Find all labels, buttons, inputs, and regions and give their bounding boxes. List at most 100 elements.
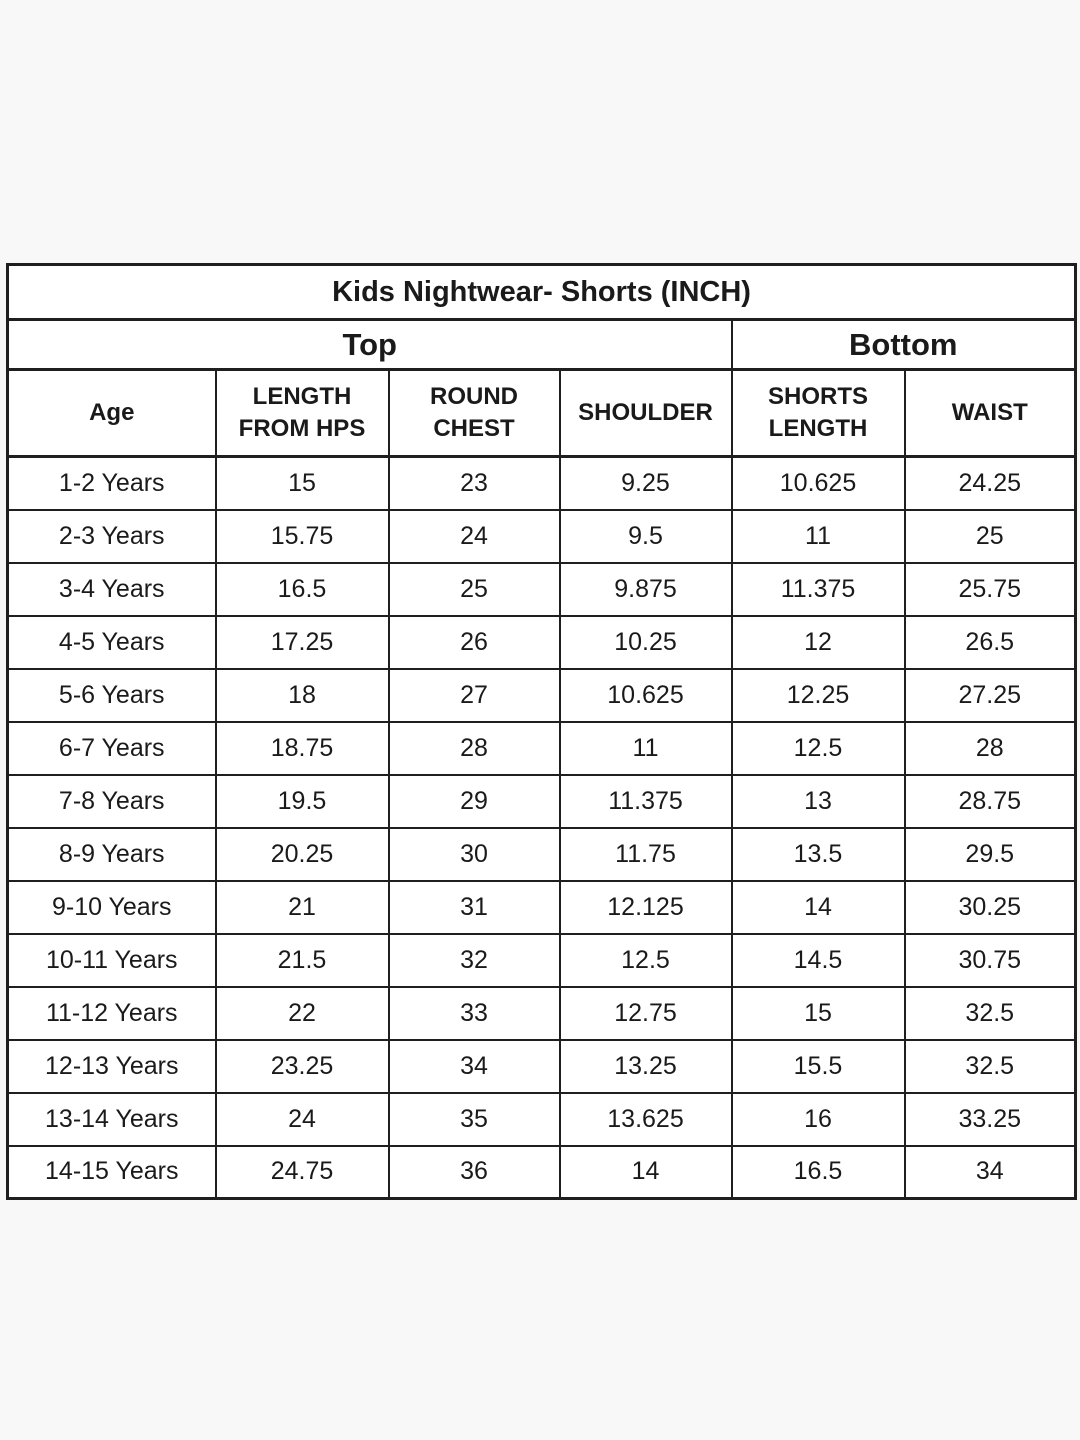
age-cell: 2-3 Years — [6, 508, 217, 564]
round-chest-cell: 34 — [387, 1038, 561, 1094]
round-chest-cell: 28 — [387, 720, 561, 776]
table-row: 8-9 Years 20.25 30 11.75 13.5 29.5 — [6, 826, 1077, 882]
shorts-length-cell: 11 — [730, 508, 906, 564]
age-cell: 5-6 Years — [6, 667, 217, 723]
length-from-hps-cell: 24.75 — [214, 1144, 390, 1200]
shoulder-cell: 10.25 — [558, 614, 733, 670]
column-header-length-from-hps: LENGTH FROM HPS — [214, 368, 390, 458]
length-from-hps-cell: 16.5 — [214, 561, 390, 617]
waist-cell: 33.25 — [903, 1091, 1077, 1147]
age-cell: 13-14 Years — [6, 1091, 217, 1147]
column-header-row: Age LENGTH FROM HPS ROUND CHEST SHOULDER… — [6, 368, 1077, 458]
shoulder-cell: 9.875 — [558, 561, 733, 617]
shoulder-cell: 11.375 — [558, 773, 733, 829]
round-chest-cell: 26 — [387, 614, 561, 670]
shoulder-cell: 12.75 — [558, 985, 733, 1041]
shoulder-cell: 10.625 — [558, 667, 733, 723]
waist-cell: 28.75 — [903, 773, 1077, 829]
table-row: 5-6 Years 18 27 10.625 12.25 27.25 — [6, 667, 1077, 723]
table-title: Kids Nightwear- Shorts (INCH) — [6, 263, 1077, 321]
section-header-row: Top Bottom — [6, 318, 1077, 371]
shoulder-cell: 11.75 — [558, 826, 733, 882]
age-cell: 14-15 Years — [6, 1144, 217, 1200]
size-chart-container: Kids Nightwear- Shorts (INCH) Top Bottom… — [6, 263, 1078, 1200]
age-cell: 8-9 Years — [6, 826, 217, 882]
table-row: 9-10 Years 21 31 12.125 14 30.25 — [6, 879, 1077, 935]
table-title-row: Kids Nightwear- Shorts (INCH) — [6, 263, 1077, 321]
shorts-length-cell: 15.5 — [730, 1038, 906, 1094]
waist-cell: 29.5 — [903, 826, 1077, 882]
waist-cell: 25 — [903, 508, 1077, 564]
age-cell: 12-13 Years — [6, 1038, 217, 1094]
waist-cell: 25.75 — [903, 561, 1077, 617]
table-row: 12-13 Years 23.25 34 13.25 15.5 32.5 — [6, 1038, 1077, 1094]
round-chest-cell: 24 — [387, 508, 561, 564]
length-from-hps-cell: 19.5 — [214, 773, 390, 829]
shorts-length-cell: 16.5 — [730, 1144, 906, 1200]
waist-cell: 27.25 — [903, 667, 1077, 723]
shoulder-cell: 14 — [558, 1144, 733, 1200]
table-row: 3-4 Years 16.5 25 9.875 11.375 25.75 — [6, 561, 1077, 617]
length-from-hps-cell: 21.5 — [214, 932, 390, 988]
age-cell: 11-12 Years — [6, 985, 217, 1041]
length-from-hps-cell: 15.75 — [214, 508, 390, 564]
table-row: 1-2 Years 15 23 9.25 10.625 24.25 — [6, 455, 1077, 511]
age-cell: 1-2 Years — [6, 455, 217, 511]
waist-cell: 24.25 — [903, 455, 1077, 511]
table-row: 14-15 Years 24.75 36 14 16.5 34 — [6, 1144, 1077, 1200]
waist-cell: 28 — [903, 720, 1077, 776]
shoulder-cell: 13.625 — [558, 1091, 733, 1147]
column-header-shoulder: SHOULDER — [558, 368, 733, 458]
table-row: 4-5 Years 17.25 26 10.25 12 26.5 — [6, 614, 1077, 670]
table-row: 7-8 Years 19.5 29 11.375 13 28.75 — [6, 773, 1077, 829]
round-chest-cell: 35 — [387, 1091, 561, 1147]
shoulder-cell: 9.25 — [558, 455, 733, 511]
shorts-length-cell: 13.5 — [730, 826, 906, 882]
table-row: 2-3 Years 15.75 24 9.5 11 25 — [6, 508, 1077, 564]
length-from-hps-cell: 17.25 — [214, 614, 390, 670]
waist-cell: 30.25 — [903, 879, 1077, 935]
age-cell: 7-8 Years — [6, 773, 217, 829]
shorts-length-cell: 12.5 — [730, 720, 906, 776]
waist-cell: 30.75 — [903, 932, 1077, 988]
table-row: 13-14 Years 24 35 13.625 16 33.25 — [6, 1091, 1077, 1147]
length-from-hps-cell: 18.75 — [214, 720, 390, 776]
section-header-top: Top — [6, 318, 733, 371]
table-row: 10-11 Years 21.5 32 12.5 14.5 30.75 — [6, 932, 1077, 988]
waist-cell: 26.5 — [903, 614, 1077, 670]
shorts-length-cell: 16 — [730, 1091, 906, 1147]
age-cell: 9-10 Years — [6, 879, 217, 935]
length-from-hps-cell: 23.25 — [214, 1038, 390, 1094]
shorts-length-cell: 10.625 — [730, 455, 906, 511]
shoulder-cell: 13.25 — [558, 1038, 733, 1094]
age-cell: 4-5 Years — [6, 614, 217, 670]
waist-cell: 32.5 — [903, 985, 1077, 1041]
shoulder-cell: 11 — [558, 720, 733, 776]
length-from-hps-cell: 18 — [214, 667, 390, 723]
round-chest-cell: 23 — [387, 455, 561, 511]
age-cell: 6-7 Years — [6, 720, 217, 776]
round-chest-cell: 27 — [387, 667, 561, 723]
shorts-length-cell: 12 — [730, 614, 906, 670]
shorts-length-cell: 14.5 — [730, 932, 906, 988]
table-body: 1-2 Years 15 23 9.25 10.625 24.25 2-3 Ye… — [6, 455, 1077, 1200]
age-cell: 3-4 Years — [6, 561, 217, 617]
table-row: 11-12 Years 22 33 12.75 15 32.5 — [6, 985, 1077, 1041]
round-chest-cell: 33 — [387, 985, 561, 1041]
round-chest-cell: 31 — [387, 879, 561, 935]
waist-cell: 32.5 — [903, 1038, 1077, 1094]
shorts-length-cell: 15 — [730, 985, 906, 1041]
shoulder-cell: 9.5 — [558, 508, 733, 564]
column-header-shorts-length: SHORTS LENGTH — [730, 368, 906, 458]
length-from-hps-cell: 15 — [214, 455, 390, 511]
length-from-hps-cell: 21 — [214, 879, 390, 935]
shoulder-cell: 12.125 — [558, 879, 733, 935]
section-header-bottom: Bottom — [730, 318, 1077, 371]
age-cell: 10-11 Years — [6, 932, 217, 988]
shorts-length-cell: 11.375 — [730, 561, 906, 617]
shorts-length-cell: 14 — [730, 879, 906, 935]
shorts-length-cell: 13 — [730, 773, 906, 829]
round-chest-cell: 32 — [387, 932, 561, 988]
size-chart-table: Kids Nightwear- Shorts (INCH) Top Bottom… — [6, 263, 1078, 1200]
column-header-round-chest: ROUND CHEST — [387, 368, 561, 458]
